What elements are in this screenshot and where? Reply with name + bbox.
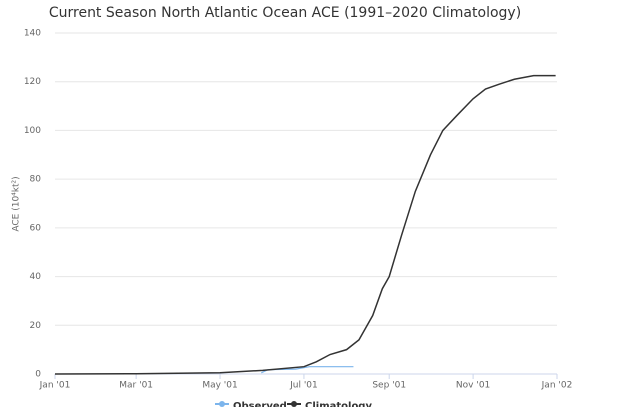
x-tick-label: Jan '02 xyxy=(541,381,573,391)
y-tick-label: 140 xyxy=(24,29,41,39)
x-tick-label: Jan '01 xyxy=(39,381,71,391)
legend-marker xyxy=(291,401,297,407)
x-tick-label: Jul '01 xyxy=(289,381,318,391)
y-tick-label: 40 xyxy=(30,272,42,282)
chart-title: Current Season North Atlantic Ocean ACE … xyxy=(49,5,521,21)
x-tick-label: Mar '01 xyxy=(119,381,153,391)
y-tick-label: 60 xyxy=(30,223,42,233)
x-tick-label: Sep '01 xyxy=(372,381,406,391)
y-tick-label: 0 xyxy=(35,370,41,380)
legend-label: Observed xyxy=(233,401,287,407)
legend-marker xyxy=(219,401,225,407)
y-axis-label: ACE (10⁴kt²) xyxy=(12,176,22,231)
x-tick-label: Nov '01 xyxy=(456,381,490,391)
legend-label: Climatology xyxy=(305,401,372,407)
line-1 xyxy=(54,74,556,375)
x-tick-label: May '01 xyxy=(202,381,237,391)
y-tick-label: 20 xyxy=(30,321,42,331)
y-tick-label: 80 xyxy=(30,175,42,185)
y-tick-label: 100 xyxy=(24,126,41,136)
y-tick-label: 120 xyxy=(24,77,41,87)
